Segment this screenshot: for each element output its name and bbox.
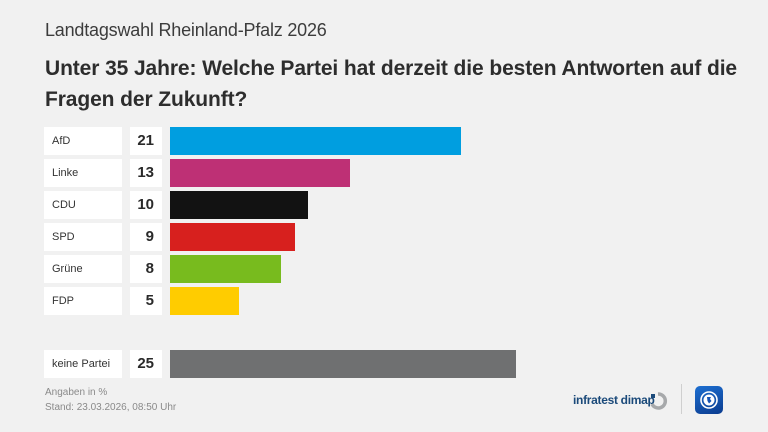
category-label: Grüne (44, 255, 122, 283)
category-label: CDU (44, 191, 122, 219)
value-label: 13 (130, 159, 162, 187)
infratest-dimap-brand: infratest dimap (573, 393, 655, 407)
bar-linke (170, 159, 350, 187)
category-label: SPD (44, 223, 122, 251)
value-label: 5 (130, 287, 162, 315)
category-label: Linke (44, 159, 122, 187)
chart-title: Unter 35 Jahre: Welche Partei hat derzei… (45, 57, 738, 111)
value-label: 10 (130, 191, 162, 219)
bar-spd (170, 223, 295, 251)
category-label: FDP (44, 287, 122, 315)
bar-fdp (170, 287, 240, 315)
unit-note: Angaben in % (45, 387, 108, 398)
bar-afd (170, 127, 461, 155)
bar-keine-partei (170, 350, 516, 378)
infratest-dimap-logo-icon (650, 392, 668, 410)
bar-cdu (170, 191, 309, 219)
bar-grüne (170, 255, 281, 283)
category-label: keine Partei (44, 350, 122, 378)
value-label: 25 (130, 350, 162, 378)
value-label: 21 (130, 127, 162, 155)
timestamp: Stand: 23.03.2026, 08:50 Uhr (45, 402, 177, 413)
logo-divider (681, 384, 682, 414)
category-label: AfD (44, 127, 122, 155)
value-label: 9 (130, 223, 162, 251)
value-label: 8 (130, 255, 162, 283)
tagesschau-logo-icon (695, 386, 723, 414)
chart-subtitle: Landtagswahl Rheinland-Pfalz 2026 (45, 20, 327, 40)
